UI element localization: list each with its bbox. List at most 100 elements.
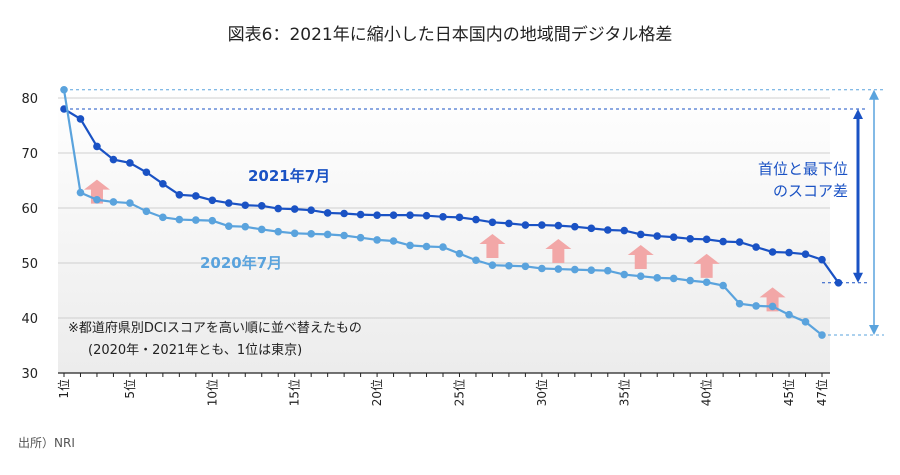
data-point — [521, 221, 530, 229]
data-point — [472, 256, 480, 265]
data-point — [538, 221, 546, 229]
source-note: 出所）NRI — [18, 436, 75, 450]
data-point — [801, 250, 810, 258]
data-point — [175, 191, 184, 199]
data-point — [93, 142, 101, 151]
note-line2: (2020年・2021年とも、1位は東京) — [88, 342, 302, 358]
y-tick-label: 80 — [21, 92, 38, 107]
data-point — [274, 227, 283, 236]
data-point — [192, 192, 200, 200]
gap-arrow-head-up — [853, 109, 863, 119]
axis-layer: 30 40 50 60 70 80 1位 5位 10位 15位 20位 25位 30位 35位 40位 45位… — [21, 92, 830, 406]
data-point — [785, 248, 793, 257]
data-point — [636, 230, 645, 239]
data-point — [505, 261, 513, 270]
x-tick-label: 20位 — [369, 379, 384, 406]
improvement-arrow — [627, 245, 654, 270]
data-point — [257, 202, 266, 210]
series-label-2021: 2021年7月 — [248, 167, 330, 185]
data-point — [488, 218, 497, 227]
data-point — [571, 265, 579, 274]
gap-label-line1: 首位と最下位 — [758, 160, 848, 178]
data-point — [719, 237, 727, 246]
data-point — [455, 213, 464, 222]
data-point — [208, 216, 217, 225]
x-tick-label: 30位 — [534, 379, 549, 406]
improvement-arrow — [83, 179, 110, 204]
data-point — [455, 249, 464, 258]
y-tick-label: 40 — [21, 312, 38, 327]
data-point — [142, 168, 151, 177]
data-point — [669, 233, 678, 241]
x-tick-label: 10位 — [204, 379, 219, 406]
data-point — [241, 222, 250, 231]
gap-arrow-head-down — [853, 272, 863, 283]
data-point — [307, 206, 315, 214]
data-point — [818, 331, 826, 339]
data-point — [439, 243, 447, 251]
x-tick-label: 47位 — [814, 379, 829, 406]
data-point — [587, 266, 596, 274]
y-tick-label: 50 — [21, 257, 38, 272]
data-point — [192, 216, 200, 224]
data-point — [224, 199, 233, 207]
improvement-arrow — [479, 234, 506, 259]
reference-lines — [64, 89, 884, 336]
data-point — [554, 265, 563, 273]
data-point — [373, 211, 381, 219]
data-point — [785, 310, 793, 319]
data-point — [620, 226, 629, 235]
series-2020 — [60, 85, 826, 339]
gap-arrow-head-down — [869, 325, 879, 336]
data-point — [571, 222, 579, 231]
data-point — [340, 231, 348, 240]
data-point — [538, 264, 546, 273]
x-tick-label: 15位 — [287, 379, 302, 406]
data-point — [224, 222, 233, 230]
data-point — [669, 274, 678, 283]
data-point — [686, 276, 694, 285]
data-point — [439, 213, 447, 221]
data-point — [307, 230, 315, 238]
note-line1: ※都道府県別DCIスコアを高い順に並べ替えたもの — [68, 320, 362, 336]
plot-background — [58, 88, 830, 373]
data-point — [356, 210, 365, 219]
data-point — [274, 204, 283, 213]
improvement-arrow — [545, 239, 572, 263]
gap-label-line2: のスコア差 — [773, 182, 848, 200]
data-point — [653, 274, 662, 282]
data-point — [208, 196, 217, 205]
data-point — [257, 225, 266, 234]
data-point — [752, 302, 760, 310]
data-point — [406, 211, 414, 219]
data-point — [554, 221, 563, 230]
chart-title: 図表6：2021年に縮小した日本国内の地域間デジタル格差 — [227, 25, 673, 45]
data-point — [109, 198, 118, 206]
data-point — [159, 180, 167, 188]
data-point — [175, 215, 184, 224]
data-point — [142, 207, 151, 216]
data-point — [422, 211, 431, 220]
x-tick-label: 40位 — [699, 379, 714, 406]
data-point — [241, 201, 250, 210]
data-point — [373, 236, 381, 244]
data-point — [406, 241, 414, 250]
data-point — [76, 115, 85, 123]
x-tick-label: 45位 — [781, 379, 796, 406]
data-point — [636, 272, 645, 281]
improvement-arrow — [759, 287, 786, 312]
data-point — [521, 262, 530, 271]
data-point — [323, 230, 332, 239]
x-tick-label: 5位 — [122, 379, 137, 399]
data-point — [603, 226, 612, 234]
series-2021 — [60, 105, 843, 287]
data-point — [702, 278, 711, 287]
data-point — [488, 261, 497, 270]
data-point — [290, 229, 299, 238]
data-point — [389, 211, 398, 219]
data-point — [109, 155, 118, 164]
data-point — [159, 213, 167, 222]
series-label-2020: 2020年7月 — [200, 254, 282, 272]
data-point — [76, 188, 85, 197]
